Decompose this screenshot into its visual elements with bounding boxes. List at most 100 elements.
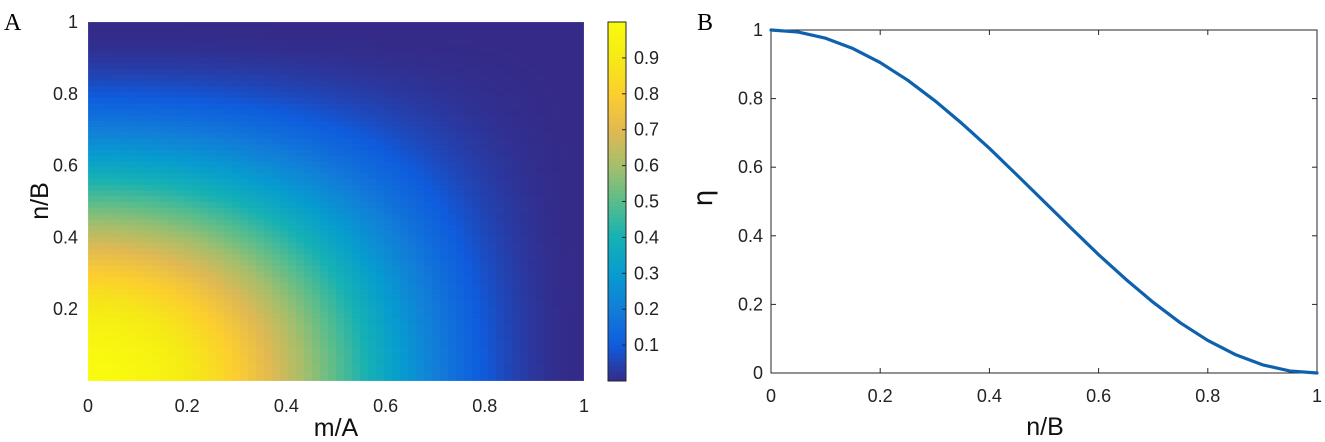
heatmap-cell	[360, 305, 369, 313]
heatmap-cell	[208, 224, 217, 232]
heatmap-cell	[448, 56, 457, 64]
heatmap-cell	[568, 166, 577, 174]
heatmap-cell	[544, 155, 553, 162]
heatmap-cell	[400, 178, 409, 185]
heatmap-cell	[576, 230, 584, 237]
heatmap-cell	[288, 39, 297, 46]
heatmap-cell	[224, 201, 233, 208]
heatmap-cell	[376, 103, 385, 110]
heatmap-cell	[256, 305, 265, 313]
heatmap-cell	[96, 120, 105, 127]
heatmap-cell	[432, 126, 441, 133]
heatmap-cell	[248, 22, 257, 29]
heatmap-cell	[528, 166, 537, 174]
heatmap-cell	[448, 74, 457, 81]
heatmap-cell	[416, 114, 425, 122]
heatmap-cell	[472, 166, 481, 174]
heatmap-cell	[144, 178, 153, 185]
heatmap-cell	[296, 346, 305, 353]
heatmap-cell	[520, 288, 529, 295]
heatmap-cell	[304, 311, 313, 318]
heatmap-cell	[296, 160, 305, 168]
heatmap-cell	[384, 149, 393, 156]
heatmap-cell	[576, 247, 584, 255]
heatmap-cell	[160, 27, 169, 35]
heatmap-cell	[240, 22, 249, 29]
line-plot-x-tick-label: 0.8	[1195, 386, 1220, 406]
heatmap-cell	[392, 236, 401, 243]
heatmap-cell	[160, 218, 169, 226]
heatmap-cell	[328, 132, 337, 139]
heatmap-cell	[200, 334, 209, 342]
heatmap-cell	[336, 369, 345, 376]
heatmap-cell	[368, 149, 377, 156]
heatmap-cell	[224, 172, 233, 179]
heatmap-cell	[280, 166, 289, 174]
heatmap-cell	[288, 160, 297, 168]
heatmap-cell	[400, 369, 409, 376]
heatmap-cell	[200, 39, 209, 46]
heatmap-cell	[288, 213, 297, 220]
heatmap-cell	[112, 91, 121, 98]
heatmap-cell	[504, 265, 513, 272]
heatmap-cell	[152, 265, 161, 272]
heatmap-cell	[488, 103, 497, 110]
heatmap-cell	[360, 328, 369, 336]
heatmap-cell	[504, 120, 513, 127]
heatmap-cell	[376, 276, 385, 284]
heatmap-cell	[160, 166, 169, 174]
heatmap-cell	[480, 230, 489, 237]
colorbar-segment	[608, 121, 626, 127]
heatmap-cell	[480, 265, 489, 272]
heatmap-cell	[480, 160, 489, 168]
heatmap-cell	[296, 166, 305, 174]
heatmap-cell	[96, 114, 105, 122]
heatmap-cell	[576, 74, 584, 81]
heatmap-cell	[368, 213, 377, 220]
heatmap-cell	[400, 160, 409, 168]
heatmap-cell	[432, 50, 441, 58]
heatmap-cell	[192, 79, 201, 87]
heatmap-cell	[552, 282, 561, 289]
heatmap-cell	[176, 172, 185, 179]
heatmap-cell	[368, 288, 377, 295]
heatmap-cell	[200, 236, 209, 243]
heatmap-cell	[112, 328, 121, 336]
heatmap-cell	[488, 340, 497, 347]
heatmap-cell	[488, 317, 497, 324]
heatmap-cell	[88, 288, 97, 295]
heatmap-cell	[424, 56, 433, 64]
heatmap-cell	[512, 323, 521, 330]
heatmap-cell	[504, 85, 513, 93]
heatmap-cell	[176, 74, 185, 81]
heatmap-cell	[544, 340, 553, 347]
heatmap-cell	[248, 201, 257, 208]
heatmap-cell	[344, 369, 353, 376]
heatmap-cell	[264, 114, 273, 122]
heatmap-cell	[128, 328, 137, 336]
heatmap-cell	[416, 85, 425, 93]
heatmap-cell	[88, 166, 97, 174]
heatmap-cell	[544, 195, 553, 203]
heatmap-cell	[312, 126, 321, 133]
heatmap-cell	[320, 207, 329, 214]
heatmap-cell	[432, 22, 441, 29]
heatmap-cell	[320, 22, 329, 29]
heatmap-cell	[256, 375, 265, 381]
heatmap-cell	[568, 207, 577, 214]
heatmap-cell	[400, 103, 409, 110]
heatmap-cell	[160, 33, 169, 40]
heatmap-cell	[352, 288, 361, 295]
heatmap-cell	[264, 137, 273, 145]
heatmap-cell	[528, 108, 537, 116]
heatmap-cell	[544, 253, 553, 260]
heatmap-cell	[288, 74, 297, 81]
heatmap-cell	[528, 346, 537, 353]
heatmap-cell	[144, 375, 153, 381]
heatmap-cell	[104, 137, 113, 145]
heatmap-cell	[352, 236, 361, 243]
colorbar-segment	[608, 113, 626, 119]
heatmap-cell	[512, 56, 521, 64]
heatmap-cell	[192, 68, 201, 75]
heatmap-cell	[352, 259, 361, 266]
